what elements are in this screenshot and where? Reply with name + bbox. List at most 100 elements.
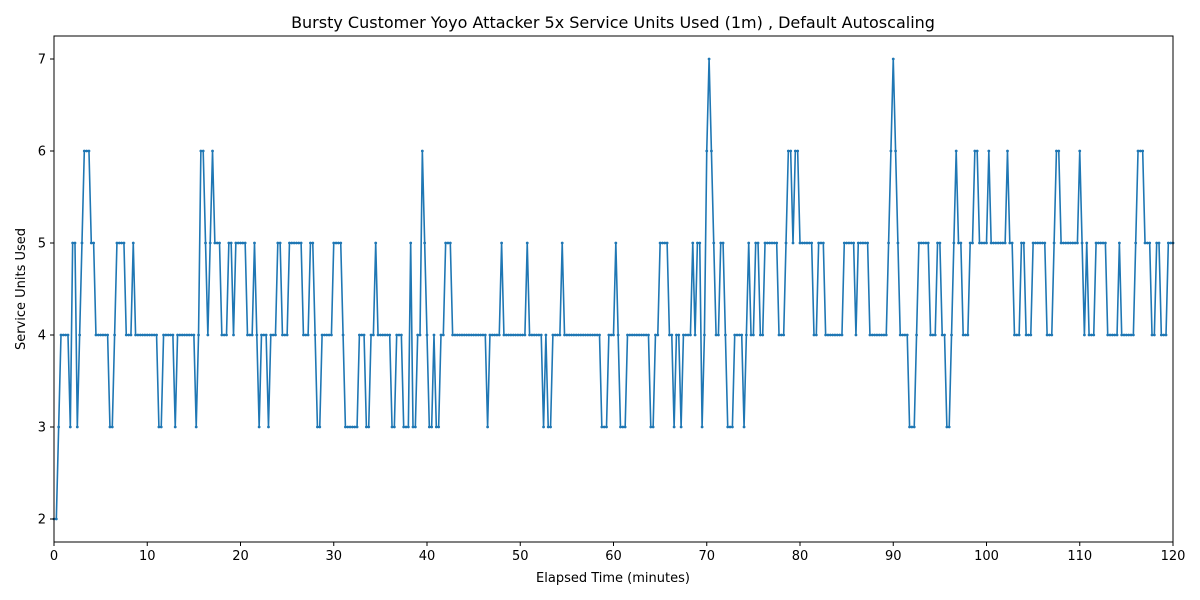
plot-area [52, 57, 1175, 521]
data-point [714, 333, 718, 337]
x-tick-label: 20 [232, 549, 249, 564]
data-point [418, 333, 422, 337]
data-point [772, 241, 776, 245]
data-point [150, 333, 154, 337]
data-point [747, 241, 751, 245]
data-point [1078, 149, 1082, 153]
data-point [973, 149, 977, 153]
data-point [360, 333, 364, 337]
data-point [875, 333, 879, 337]
data-point [427, 425, 431, 429]
data-point [176, 333, 179, 337]
data-point [1071, 241, 1075, 245]
data-point [509, 333, 513, 337]
data-point [218, 241, 221, 245]
data-point [502, 333, 506, 337]
data-point [989, 241, 993, 245]
data-point [243, 241, 247, 245]
data-point [651, 425, 655, 429]
data-point [318, 425, 322, 429]
data-point [1045, 333, 1049, 337]
data-point [213, 241, 217, 245]
x-tick-label: 70 [698, 549, 715, 564]
data-point [838, 333, 842, 337]
data-point [835, 333, 839, 337]
data-point [1092, 333, 1096, 337]
data-point [654, 333, 657, 337]
data-point [1169, 241, 1173, 245]
data-point [861, 241, 865, 245]
data-point [92, 241, 96, 245]
data-point [1110, 333, 1114, 337]
x-tick-label: 120 [1161, 549, 1186, 564]
y-tick-label: 3 [38, 421, 46, 436]
data-point [180, 333, 184, 337]
data-point [166, 333, 170, 337]
data-point [656, 333, 660, 337]
data-point [730, 425, 734, 429]
data-point [199, 149, 203, 153]
data-point [1141, 149, 1145, 153]
data-point [113, 333, 117, 337]
data-point [66, 333, 70, 337]
data-point [399, 333, 403, 337]
x-tick-label: 110 [1067, 549, 1092, 564]
data-point [717, 333, 720, 337]
data-point [817, 241, 821, 245]
data-point [950, 333, 953, 337]
data-point [637, 333, 641, 337]
data-point [577, 333, 580, 337]
data-point [330, 333, 333, 337]
data-point [777, 333, 781, 337]
data-point [455, 333, 459, 337]
data-point [474, 333, 478, 337]
data-point [819, 241, 823, 245]
data-point [518, 333, 522, 337]
data-point [644, 333, 648, 337]
data-point [640, 333, 643, 337]
data-point [332, 241, 336, 245]
data-point [82, 149, 86, 153]
data-point [558, 333, 562, 337]
data-point [446, 241, 450, 245]
data-point [966, 333, 970, 337]
data-point [595, 333, 599, 337]
data-point [255, 333, 259, 337]
data-point [302, 333, 305, 337]
data-point [735, 333, 739, 337]
data-point [749, 333, 753, 337]
data-point [371, 333, 375, 337]
data-point [120, 241, 124, 245]
data-point [619, 425, 622, 429]
data-point [1155, 241, 1159, 245]
data-point [493, 333, 497, 337]
data-point [1162, 333, 1166, 337]
data-point [239, 241, 242, 245]
data-point [355, 425, 359, 429]
data-point [164, 333, 168, 337]
data-point [325, 333, 329, 337]
data-point [612, 333, 615, 337]
data-point [316, 425, 319, 429]
data-point [215, 241, 219, 245]
data-point [796, 149, 800, 153]
data-point [80, 241, 84, 245]
data-point [623, 425, 627, 429]
data-point [1166, 241, 1170, 245]
data-point [535, 333, 538, 337]
data-point [574, 333, 578, 337]
data-point [810, 241, 814, 245]
data-point [145, 333, 149, 337]
data-point [54, 517, 58, 521]
data-point [413, 425, 417, 429]
data-point [73, 241, 77, 245]
data-point [556, 333, 559, 337]
data-point [1008, 241, 1012, 245]
data-point [859, 241, 863, 245]
data-point [476, 333, 480, 337]
data-point [854, 333, 858, 337]
data-point [1113, 333, 1117, 337]
data-point [924, 241, 928, 245]
data-point [614, 241, 618, 245]
data-point [141, 333, 144, 337]
